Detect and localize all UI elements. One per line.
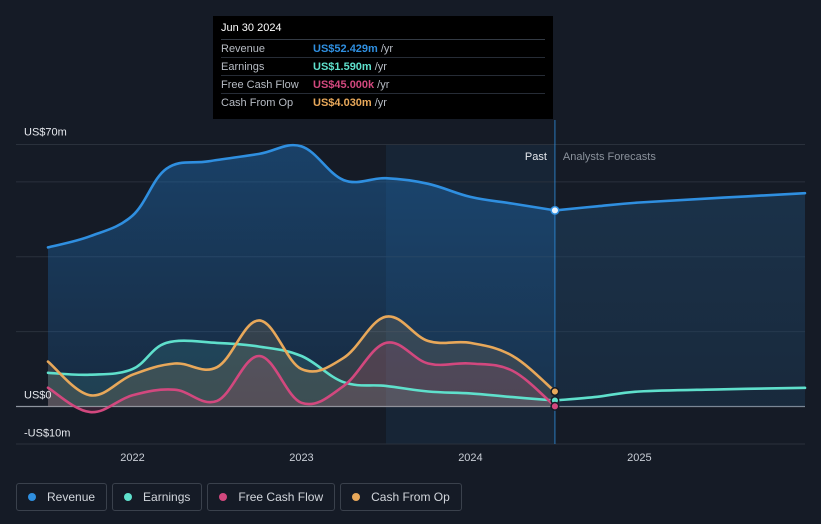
x-tick-label: 2025 bbox=[627, 452, 651, 464]
tooltip-value: US$45.000k bbox=[313, 78, 375, 91]
free-cash-flow-area bbox=[48, 342, 555, 413]
past-label: Past bbox=[525, 151, 547, 163]
tooltip-unit: /yr bbox=[377, 78, 390, 91]
tooltip-label: Revenue bbox=[221, 42, 266, 55]
earnings-line bbox=[46, 339, 557, 402]
legend-item-cash-from-op[interactable]: Cash From Op bbox=[340, 483, 462, 511]
tooltip-value: US$4.030m bbox=[313, 96, 372, 109]
x-tick-label: 2024 bbox=[458, 452, 482, 464]
tooltip: Jun 30 2024 Revenue US$52.429m /yr Earni… bbox=[213, 16, 553, 119]
earnings-dot-icon bbox=[124, 493, 133, 501]
tooltip-row-free-cash-flow: Free Cash Flow US$45.000k /yr bbox=[221, 76, 545, 94]
revenue-dot-icon bbox=[28, 493, 36, 501]
tooltip-unit: /yr bbox=[374, 96, 387, 109]
x-tick-label: 2023 bbox=[289, 452, 313, 464]
cash-from-op-area bbox=[48, 316, 555, 407]
revenue-forecast-line bbox=[553, 191, 807, 212]
tooltip-value: US$52.429m bbox=[313, 42, 378, 55]
legend-label: Free Cash Flow bbox=[238, 490, 324, 504]
tooltip-value: US$1.590m bbox=[313, 60, 372, 73]
tooltip-unit: /yr bbox=[380, 42, 394, 55]
tooltip-row-earnings: Earnings US$1.590m /yr bbox=[221, 58, 545, 76]
revenue-marker bbox=[550, 205, 560, 215]
revenue-forecast-area bbox=[554, 193, 805, 407]
x-tick-label: 2022 bbox=[120, 452, 144, 464]
legend-label: Earnings bbox=[143, 490, 191, 504]
y-tick-label: US$0 bbox=[24, 390, 52, 402]
cash-from-op-line bbox=[46, 315, 557, 397]
legend-item-revenue[interactable]: Revenue bbox=[16, 483, 108, 511]
legend-item-earnings[interactable]: Earnings bbox=[112, 483, 203, 511]
forecast-label: Analysts Forecasts bbox=[563, 151, 656, 163]
tooltip-label: Earnings bbox=[221, 60, 265, 73]
tooltip-row-revenue: Revenue US$52.429m /yr bbox=[221, 40, 545, 58]
legend: Revenue Earnings Free Cash Flow Cash Fro… bbox=[16, 483, 462, 511]
cash-from-op-marker bbox=[550, 386, 560, 397]
y-tick-label: -US$10m bbox=[24, 428, 70, 440]
earnings-forecast-line bbox=[553, 386, 807, 402]
legend-label: Cash From Op bbox=[371, 490, 450, 504]
legend-item-free-cash-flow[interactable]: Free Cash Flow bbox=[207, 483, 336, 511]
free-cash-flow-line bbox=[46, 341, 557, 414]
y-tick-label: US$70m bbox=[24, 127, 67, 139]
tooltip-row-cash-from-op: Cash From Op US$4.030m /yr bbox=[221, 94, 545, 111]
tooltip-date: Jun 30 2024 bbox=[221, 22, 545, 40]
tooltip-label: Cash From Op bbox=[221, 96, 294, 109]
free-cash-flow-dot-icon bbox=[219, 493, 228, 501]
free-cash-flow-marker bbox=[550, 401, 560, 411]
tooltip-unit: /yr bbox=[374, 60, 387, 73]
revenue-line bbox=[46, 143, 557, 249]
cash-from-op-dot-icon bbox=[352, 493, 361, 501]
tooltip-label: Free Cash Flow bbox=[221, 78, 299, 91]
legend-label: Revenue bbox=[47, 490, 96, 504]
